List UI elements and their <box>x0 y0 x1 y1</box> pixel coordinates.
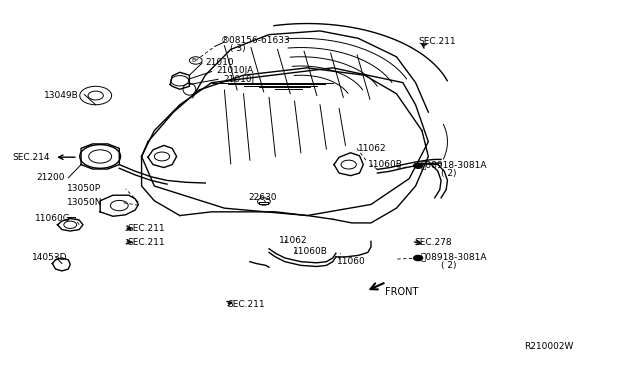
Text: 11060G: 11060G <box>35 214 70 223</box>
Circle shape <box>413 256 422 260</box>
Text: 13049B: 13049B <box>44 91 79 100</box>
Text: 21010J: 21010J <box>223 75 254 84</box>
Text: 21010JA: 21010JA <box>217 66 254 75</box>
Text: 21200: 21200 <box>36 173 65 182</box>
Text: SEC.214: SEC.214 <box>13 153 51 162</box>
Text: 11062: 11062 <box>358 144 387 153</box>
Text: B: B <box>192 58 196 63</box>
Text: ®08156-61633: ®08156-61633 <box>221 36 291 45</box>
Text: SEC.211: SEC.211 <box>127 238 164 247</box>
Text: 11060: 11060 <box>337 257 366 266</box>
Text: R210002W: R210002W <box>524 342 573 351</box>
Text: FRONT: FRONT <box>385 287 419 297</box>
Text: ( 2): ( 2) <box>441 169 456 177</box>
Text: 11062: 11062 <box>278 236 307 245</box>
Text: ⓝ08918-3081A: ⓝ08918-3081A <box>420 252 487 262</box>
Text: 14053D: 14053D <box>32 253 67 263</box>
Text: 11060B: 11060B <box>368 160 403 169</box>
Text: 13050N: 13050N <box>67 198 102 207</box>
Text: SEC.211: SEC.211 <box>419 37 456 46</box>
Text: ( 2): ( 2) <box>441 261 456 270</box>
Text: SEC.278: SEC.278 <box>414 238 452 247</box>
Text: ⓝ08918-3081A: ⓝ08918-3081A <box>420 160 487 169</box>
Text: SEC.211: SEC.211 <box>228 300 265 310</box>
Text: 13050P: 13050P <box>67 185 101 193</box>
Text: ( 3): ( 3) <box>230 44 245 53</box>
Circle shape <box>413 163 422 168</box>
Text: 22630: 22630 <box>248 193 277 202</box>
Text: 11060B: 11060B <box>293 247 328 256</box>
Text: 21010: 21010 <box>205 58 234 67</box>
Text: SEC.211: SEC.211 <box>127 224 164 232</box>
